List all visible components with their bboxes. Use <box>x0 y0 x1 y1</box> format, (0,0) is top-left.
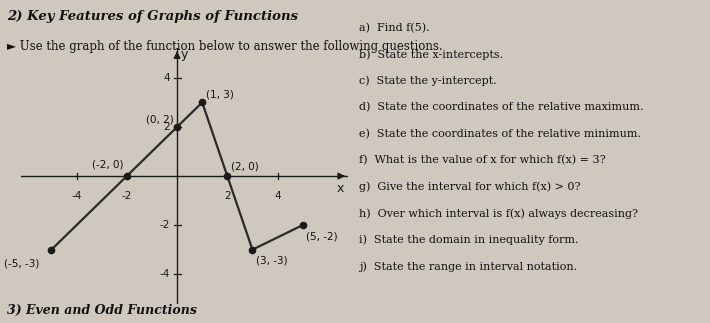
Text: (2, 0): (2, 0) <box>231 161 259 171</box>
Text: (0, 2): (0, 2) <box>146 115 173 124</box>
Text: d)  State the coordinates of the relative maximum.: d) State the coordinates of the relative… <box>359 102 643 112</box>
Text: 3) Even and Odd Functions: 3) Even and Odd Functions <box>7 304 197 317</box>
Text: 4: 4 <box>163 73 170 83</box>
Text: 4: 4 <box>274 191 281 201</box>
Text: -2: -2 <box>121 191 132 201</box>
Text: e)  State the coordinates of the relative minimum.: e) State the coordinates of the relative… <box>359 129 640 139</box>
Text: 2: 2 <box>224 191 231 201</box>
Text: i)  State the domain in inequality form.: i) State the domain in inequality form. <box>359 234 578 245</box>
Text: y: y <box>180 48 187 61</box>
Text: b)  State the x-intercepts.: b) State the x-intercepts. <box>359 49 503 60</box>
Text: c)  State the y-intercept.: c) State the y-intercept. <box>359 76 496 86</box>
Text: ► Use the graph of the function below to answer the following questions.: ► Use the graph of the function below to… <box>7 40 443 53</box>
Text: h)  Over which interval is f(x) always decreasing?: h) Over which interval is f(x) always de… <box>359 208 638 219</box>
Text: -2: -2 <box>160 220 170 230</box>
Text: -4: -4 <box>160 269 170 279</box>
Text: j)  State the range in interval notation.: j) State the range in interval notation. <box>359 261 577 272</box>
Text: -4: -4 <box>72 191 82 201</box>
Text: (-2, 0): (-2, 0) <box>92 160 123 170</box>
Text: (-5, -3): (-5, -3) <box>4 258 39 268</box>
Text: f)  What is the value of x for which f(x) = 3?: f) What is the value of x for which f(x)… <box>359 155 605 165</box>
Text: g)  Give the interval for which f(x) > 0?: g) Give the interval for which f(x) > 0? <box>359 182 580 192</box>
Text: (1, 3): (1, 3) <box>206 90 234 100</box>
Text: (3, -3): (3, -3) <box>256 256 288 266</box>
Text: (5, -2): (5, -2) <box>307 231 338 241</box>
Text: 2: 2 <box>163 122 170 132</box>
Text: a)  Find f(5).: a) Find f(5). <box>359 23 429 33</box>
Text: x: x <box>337 182 344 195</box>
Text: 2) Key Features of Graphs of Functions: 2) Key Features of Graphs of Functions <box>7 10 298 23</box>
